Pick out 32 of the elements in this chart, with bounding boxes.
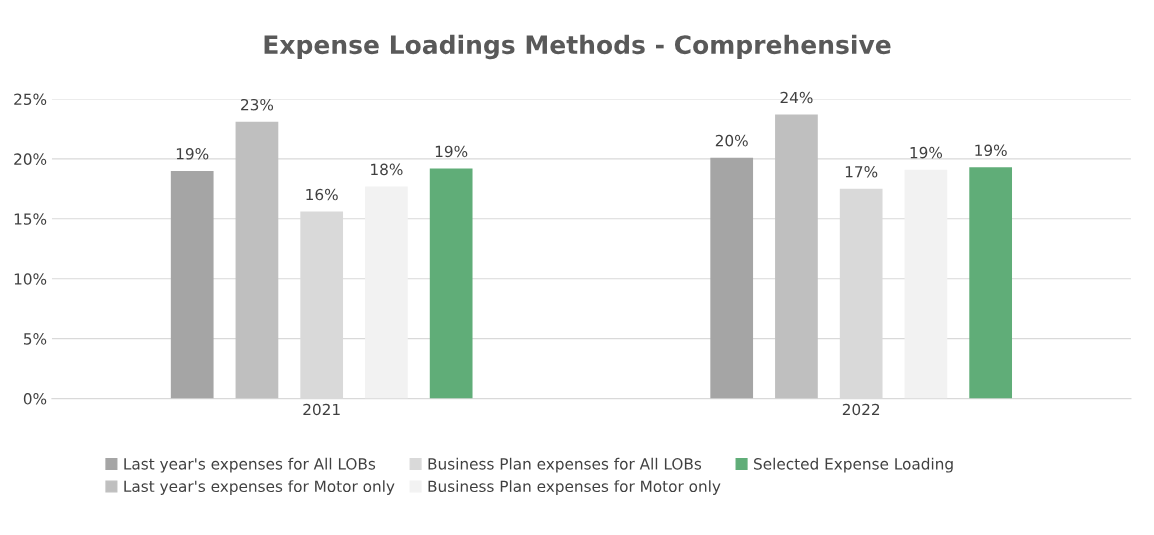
y-tick-label: 10% (14, 273, 47, 285)
data-label: 20% (715, 134, 748, 147)
data-label: 17% (845, 166, 878, 178)
data-label: 24% (780, 91, 813, 104)
legend-label: Selected Expense Loading (754, 457, 953, 473)
data-label: 19% (435, 145, 468, 158)
bar (710, 157, 754, 399)
chart-title: Expense Loadings Methods - Comprehensive (264, 34, 891, 60)
data-label: 16% (306, 188, 338, 201)
y-tick-label: 15% (14, 213, 47, 225)
legend-label: Last year's expenses for Motor only (124, 480, 395, 496)
y-tick-label: 0% (23, 393, 47, 405)
legend-label: Last year's expenses for All LOBs (124, 457, 376, 473)
data-label: 23% (241, 98, 274, 111)
y-tick-label: 5% (24, 333, 47, 345)
bar (969, 167, 1013, 399)
y-tick-label: 20% (14, 153, 47, 165)
bar (775, 114, 818, 399)
bar (429, 168, 473, 399)
bar (235, 121, 279, 399)
bar (904, 169, 948, 399)
y-tick-label: 25% (14, 93, 47, 105)
bar (365, 186, 408, 399)
data-label: 19% (176, 148, 209, 160)
legend-label: Business Plan expenses for All LOBs (428, 457, 702, 473)
data-label: 18% (371, 163, 403, 176)
data-label: 19% (975, 144, 1007, 156)
x-tick-label: 2022 (842, 403, 880, 416)
x-tick-label: 2021 (303, 403, 340, 416)
data-label: 19% (910, 146, 943, 159)
legend-label: Business Plan expenses for Motor only (428, 480, 721, 496)
bar (170, 170, 214, 399)
